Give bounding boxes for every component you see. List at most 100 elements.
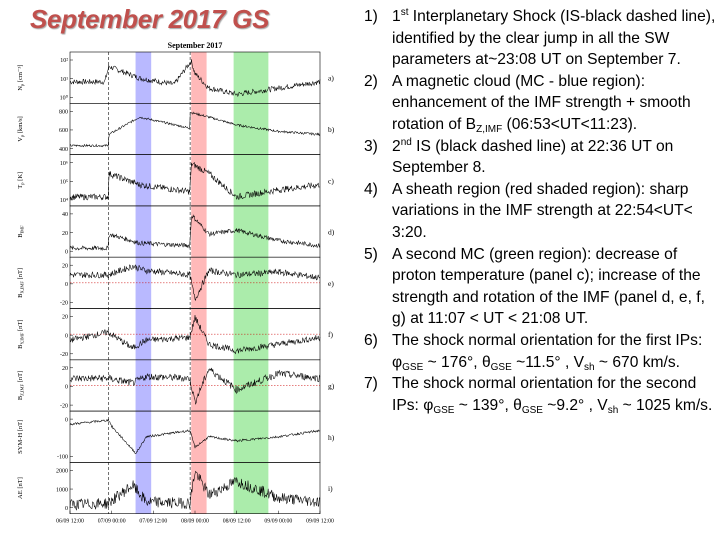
y-tick-label: 10¹	[60, 77, 68, 83]
panel-letter: c)	[328, 176, 334, 185]
finding-number: 5)	[364, 245, 378, 263]
finding-item: 3) 2nd IS (black dashed line) at 22:36 UT…	[364, 136, 718, 179]
y-tick-label: 10⁴	[60, 198, 68, 204]
panel-ylabel: BZ,IMF [nT]	[17, 371, 26, 400]
finding-number: 7)	[364, 375, 378, 393]
finding-text: ~ 670 km/s.	[594, 353, 680, 371]
y-tick-label: 20	[62, 263, 68, 269]
finding-text: 2	[392, 137, 401, 155]
data-trace-i	[69, 470, 321, 511]
panel-ylabel: Tp [K]	[17, 172, 25, 189]
y-tick-label: 20	[62, 315, 68, 321]
stacked-time-series-chart: September 2017 10² 10¹ 10⁰ a) Np [cm⁻³] 800 600…	[17, 41, 335, 525]
x-tick-label: 08/09 00:00	[181, 519, 209, 525]
slide-title: September 2017 GS	[30, 4, 270, 34]
y-tick-label: 20	[62, 231, 68, 237]
finding-item: 1) 1st Interplanetary Shock (IS-black das…	[364, 6, 718, 71]
finding-text: GSE	[490, 361, 512, 373]
y-tick-label: 0	[65, 282, 68, 288]
data-trace-f	[69, 315, 321, 355]
figure-title: September 2017	[168, 41, 223, 50]
ylabel-text: V	[17, 137, 24, 142]
y-tick-label: 0	[65, 249, 68, 255]
ylabel-text: SYM-H [nT]	[17, 420, 24, 454]
y-tick-label: -20	[60, 301, 68, 307]
x-tick-label: 07/09 00:00	[98, 519, 126, 525]
finding-text: (06:53<UT<11:23).	[502, 115, 638, 133]
ylabel-unit: [nT]	[17, 319, 24, 332]
ylabel-unit: [cm⁻³]	[17, 65, 24, 84]
finding-item: 7) The shock normal orientation for the s…	[364, 373, 718, 416]
y-tick-label: 10⁰	[60, 95, 69, 102]
finding-text: A second MC (green region): decrease of …	[392, 245, 705, 328]
data-trace-d	[69, 214, 321, 252]
x-tick-label: 09/09 12:00	[306, 519, 334, 525]
ylabel-text: T	[17, 185, 24, 189]
ylabel-text: B	[17, 293, 24, 298]
finding-text: sh	[584, 361, 595, 373]
data-trace-b	[69, 111, 321, 148]
ylabel-sub: IMF	[20, 225, 25, 233]
y-tick-label: 10⁶	[60, 161, 68, 167]
y-tick-label: -20	[60, 352, 68, 358]
ylabel-unit: [km/s]	[17, 116, 24, 135]
finding-text: IS (black dashed line) at 22:36 UT on Se…	[392, 137, 674, 177]
finding-text: ~ 176°, θ	[423, 353, 491, 371]
finding-text: 1	[392, 8, 401, 25]
y-tick-label: 0	[65, 417, 68, 423]
ylabel-text: B	[17, 395, 24, 400]
y-tick-label: 20	[62, 366, 68, 372]
ylabel-unit: [nT]	[17, 371, 24, 384]
finding-item: 6) The shock normal orientation for the f…	[364, 330, 718, 373]
ylabel-unit: [K]	[17, 172, 24, 183]
panel-letter: d)	[328, 228, 335, 237]
y-tick-label: 10⁵	[60, 179, 68, 185]
y-tick-label: 2000	[56, 469, 68, 475]
panel-letter: h)	[328, 433, 335, 442]
finding-item: 5) A second MC (green region): decrease o…	[364, 244, 718, 330]
finding-number: 6)	[364, 331, 378, 349]
finding-item: 2) A magnetic cloud (MC - blue region): e…	[364, 71, 718, 136]
data-trace-c	[69, 161, 321, 201]
panel-letter: g)	[328, 381, 335, 390]
x-tick-label: 08/09 12:00	[223, 519, 251, 525]
finding-text: The shock normal orientation for the sec…	[392, 375, 697, 414]
data-trace-a	[69, 59, 321, 98]
data-trace-h	[69, 418, 321, 455]
x-tick-label: 06/09 12:00	[56, 519, 84, 525]
finding-text: GSE	[433, 404, 455, 416]
ylabel-text: B	[17, 344, 24, 349]
data-trace-e	[69, 264, 321, 302]
finding-number: 3)	[364, 137, 378, 155]
finding-text: st	[400, 7, 409, 18]
panel-ylabel: SYM-H [nT]	[17, 420, 24, 454]
y-tick-label: 40	[62, 212, 68, 218]
panel-ylabel: Np [cm⁻³]	[17, 65, 25, 91]
ylabel-sub: X,IMF	[20, 281, 26, 294]
panel-ylabel: Vp [km/s]	[17, 116, 25, 142]
y-tick-label: 0	[65, 506, 68, 512]
ylabel-text: N	[17, 86, 24, 91]
panel-letter: i)	[328, 484, 333, 493]
finding-number: 1)	[364, 8, 378, 25]
y-tick-label: 600	[59, 128, 68, 134]
ylabel-sub: p	[20, 134, 25, 137]
finding-text: Interplanetary Shock (IS-black dashed li…	[392, 8, 716, 69]
ylabel-sub: Y,IMF	[20, 332, 26, 344]
y-tick-label: 0	[65, 333, 68, 339]
ylabel-sub: Z,IMF	[20, 383, 26, 395]
y-tick-label: 0	[65, 385, 68, 391]
ylabel-text: B	[17, 233, 24, 238]
ylabel-sub: p	[20, 83, 25, 86]
finding-number: 2)	[364, 72, 378, 90]
y-tick-label: -100	[57, 455, 68, 461]
ylabel-unit: [nT]	[17, 268, 24, 281]
ylabel-text: AE [nT]	[17, 477, 24, 499]
panel-letter: e)	[328, 279, 334, 288]
finding-number: 4)	[364, 180, 378, 198]
finding-text: GSE	[402, 361, 424, 373]
finding-item: 4) A sheath region (red shaded region): s…	[364, 179, 718, 244]
finding-text: ~11.5° , V	[511, 353, 585, 371]
findings-list: 1) 1st Interplanetary Shock (IS-black das…	[364, 6, 718, 416]
finding-text: A magnetic cloud (MC - blue region): enh…	[392, 72, 691, 133]
